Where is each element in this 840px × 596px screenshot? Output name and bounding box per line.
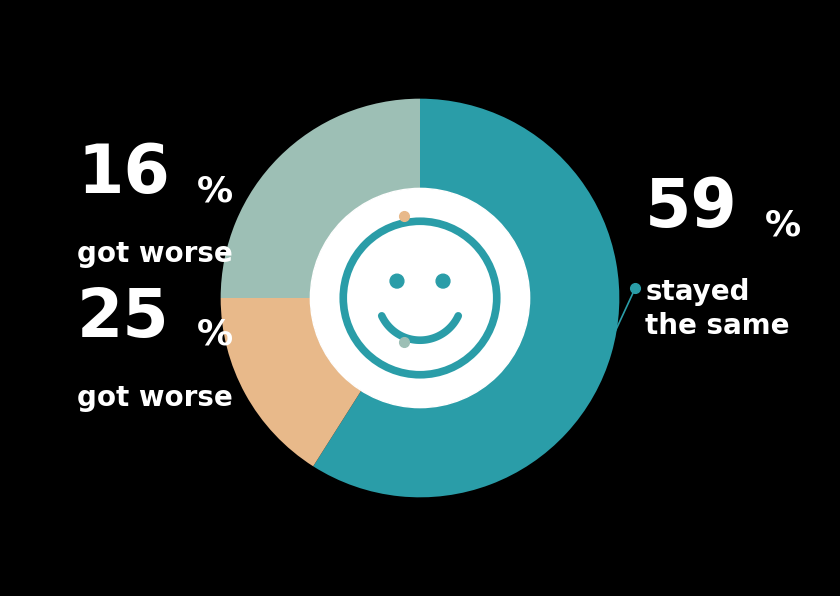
Text: 16: 16 (77, 141, 170, 207)
Text: 25: 25 (77, 285, 170, 351)
Text: got worse: got worse (77, 240, 233, 268)
Wedge shape (313, 99, 619, 497)
Text: 59: 59 (645, 175, 738, 241)
Text: %: % (765, 208, 801, 243)
Text: %: % (197, 175, 233, 209)
Wedge shape (221, 99, 420, 298)
Circle shape (390, 274, 404, 288)
Text: %: % (197, 318, 233, 352)
Circle shape (310, 188, 530, 408)
Circle shape (436, 274, 450, 288)
Text: got worse: got worse (77, 384, 233, 412)
Wedge shape (221, 298, 361, 466)
Text: stayed
the same: stayed the same (645, 278, 790, 340)
